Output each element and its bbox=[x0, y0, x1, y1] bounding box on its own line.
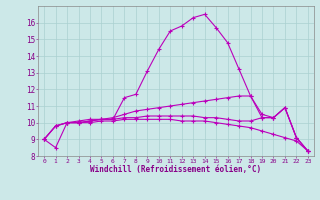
X-axis label: Windchill (Refroidissement éolien,°C): Windchill (Refroidissement éolien,°C) bbox=[91, 165, 261, 174]
